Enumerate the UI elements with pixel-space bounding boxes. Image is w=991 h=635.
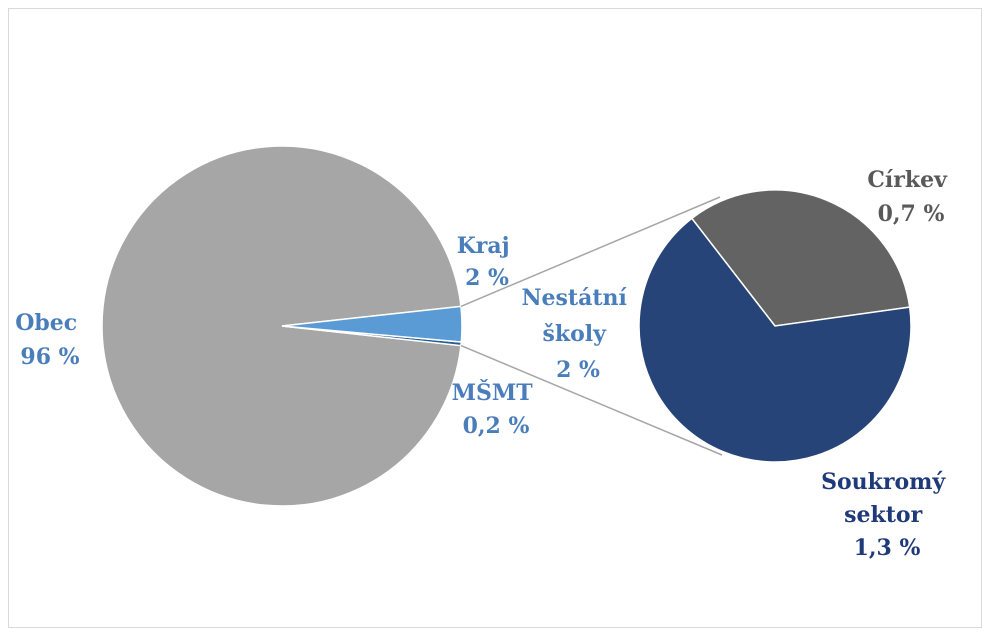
label-soukromy-sektor: Soukromý sektor 1,3 % [821,469,953,561]
label-soukromy-line2: sektor [844,502,922,528]
slice-cirkev [690,189,911,327]
label-soukromy-line1: Soukromý [821,469,946,495]
secondary-pie [638,189,912,463]
slice-obec [101,145,462,507]
label-nestatni-value: 2 % [556,357,600,383]
label-obec: Obec 96 % [15,310,85,370]
label-nestatni-skoly: Nestátní školy 2 % [521,285,634,383]
label-cirkev: Církev 0,7 % [867,167,954,227]
slice-kraj [281,305,463,343]
label-kraj: Kraj 2 % [457,233,518,291]
label-kraj-value: 2 % [465,265,509,291]
label-nestatni-line1: Nestátní [521,285,627,311]
label-cirkev-name: Církev [867,167,948,193]
label-obec-name: Obec [15,310,77,336]
label-obec-value: 96 % [20,344,79,370]
connector-lines [460,196,723,456]
connector-line-top [460,196,721,308]
label-msmt-name: MŠMT [452,379,534,406]
slice-soukromy-sektor [638,217,912,463]
label-kraj-name: Kraj [457,233,510,259]
label-nestatni-line2: školy [542,321,607,347]
primary-pie [101,145,463,507]
label-soukromy-value: 1,3 % [854,535,921,561]
label-cirkev-value: 0,7 % [878,201,945,227]
connector-line-bottom [460,344,723,456]
label-msmt-value: 0,2 % [463,413,530,439]
label-msmt: MŠMT 0,2 % [452,379,541,439]
